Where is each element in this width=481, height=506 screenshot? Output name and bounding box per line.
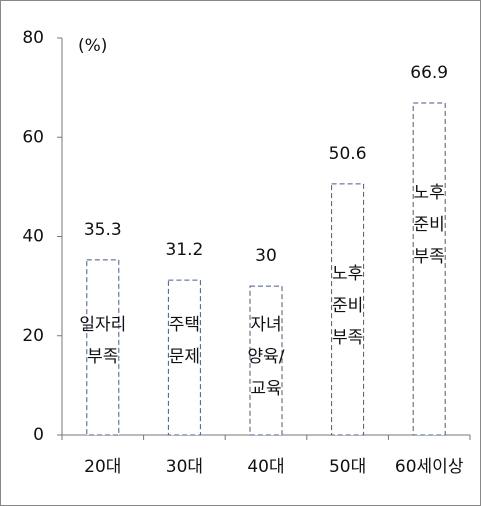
value-label: 50.6 — [329, 144, 367, 164]
bar-annotation: 부족 — [87, 347, 118, 367]
bar-annotation: 양육/ — [247, 347, 284, 367]
bar — [86, 259, 120, 436]
bar-annotation: 노후 — [332, 264, 363, 284]
y-tick-label: 20 — [22, 326, 44, 346]
y-tick-label: 0 — [33, 425, 44, 445]
bar — [249, 285, 283, 436]
bar-annotation: 교육 — [250, 379, 281, 399]
x-tick-label: 40대 — [247, 457, 284, 477]
bar-annotation: 자녀 — [250, 315, 281, 335]
value-label: 66.9 — [410, 63, 448, 83]
bar — [167, 279, 201, 436]
bar-annotation: 문제 — [169, 347, 200, 367]
x-tick-label: 50대 — [329, 457, 366, 477]
bar-annotation: 준비 — [332, 296, 363, 316]
y-tick-label: 80 — [22, 28, 44, 48]
bar-annotation: 준비 — [414, 215, 445, 235]
y-tick-label: 40 — [22, 227, 44, 247]
value-label: 35.3 — [84, 220, 122, 240]
unit-label: (%) — [78, 36, 107, 56]
bar-annotation: 노후 — [414, 183, 445, 203]
value-label: 31.2 — [165, 240, 203, 260]
value-label: 30 — [255, 246, 277, 266]
bar-annotation: 주택 — [169, 315, 200, 335]
bar — [412, 102, 446, 436]
bar-annotation: 부족 — [414, 247, 445, 267]
x-tick-label: 60세이상 — [395, 457, 464, 477]
x-tick-label: 20대 — [84, 457, 121, 477]
bar-annotation: 부족 — [332, 328, 363, 348]
bar — [331, 183, 365, 436]
x-tick-label: 30대 — [166, 457, 203, 477]
y-tick-label: 60 — [22, 127, 44, 147]
bar-annotation: 일자리 — [79, 315, 126, 335]
